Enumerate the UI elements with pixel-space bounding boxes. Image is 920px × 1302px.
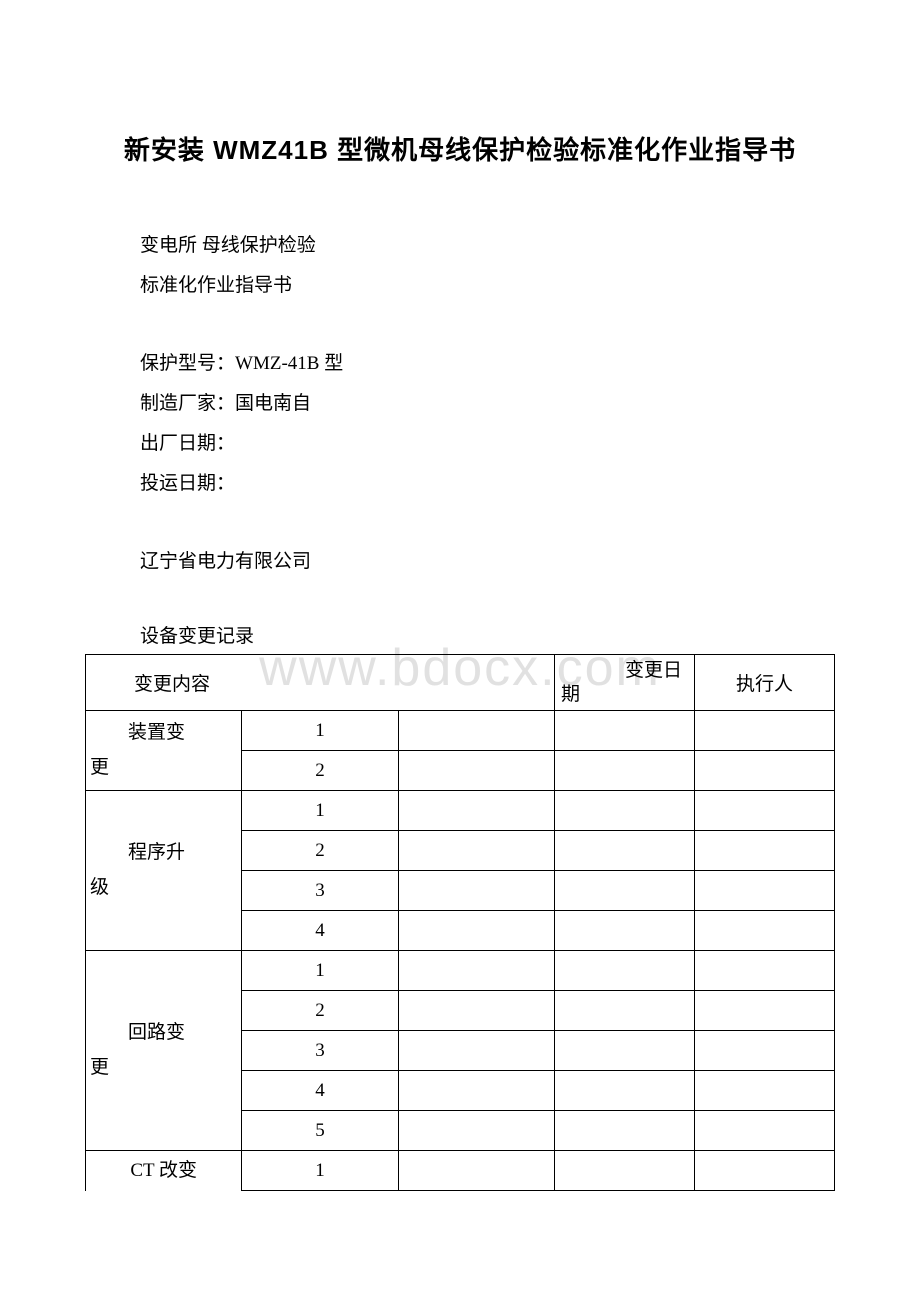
cell-date <box>555 831 695 871</box>
info-company: 辽宁省电力有限公司 <box>140 543 835 581</box>
cat-program: 程序升 级 <box>86 791 242 951</box>
page-title: 新安装 WMZ41B 型微机母线保护检验标准化作业指导书 <box>85 130 835 167</box>
cat-device-l1: 装置变 <box>90 716 237 750</box>
model-value: WMZ-41B 型 <box>235 353 343 374</box>
info-factory-date: 出厂日期： <box>140 425 835 463</box>
cell-exec <box>695 1031 835 1071</box>
cell-date <box>555 1151 695 1191</box>
table-header-row: 变更内容 变更日 期 执行人 <box>86 655 835 711</box>
cell-exec <box>695 1111 835 1151</box>
cell-date <box>555 1031 695 1071</box>
cat-circuit-l2: 更 <box>90 1051 237 1085</box>
mfr-label: 制造厂家： <box>140 393 235 414</box>
cat-ct: CT 改变 <box>86 1151 242 1191</box>
header-date-line1: 变更日 <box>559 659 690 683</box>
cell-num: 2 <box>242 991 398 1031</box>
cell-exec <box>695 831 835 871</box>
cell-exec <box>695 871 835 911</box>
cell-date <box>555 1111 695 1151</box>
run-date-label: 投运日期： <box>140 473 235 494</box>
cell-num: 1 <box>242 791 398 831</box>
cell-exec <box>695 911 835 951</box>
mfr-value: 国电南自 <box>235 393 311 414</box>
cell-num: 4 <box>242 911 398 951</box>
cell-exec <box>695 1151 835 1191</box>
info-block-3: 辽宁省电力有限公司 <box>140 543 835 581</box>
cell-blank <box>398 1151 554 1191</box>
header-date-line2: 期 <box>559 683 690 707</box>
table-row: CT 改变 1 <box>86 1151 835 1191</box>
cell-num: 3 <box>242 1031 398 1071</box>
cat-device-l2: 更 <box>90 751 237 785</box>
header-change-content: 变更内容 <box>86 655 555 711</box>
cell-blank <box>398 991 554 1031</box>
cell-exec <box>695 711 835 751</box>
cell-date <box>555 711 695 751</box>
table-row: 程序升 级 1 <box>86 791 835 831</box>
cell-blank <box>398 951 554 991</box>
info-block-2: 保护型号：WMZ-41B 型 制造厂家：国电南自 出厂日期： 投运日期： <box>140 345 835 503</box>
header-change-date: 变更日 期 <box>555 655 695 711</box>
cell-num: 2 <box>242 831 398 871</box>
cell-date <box>555 911 695 951</box>
info-manufacturer: 制造厂家：国电南自 <box>140 385 835 423</box>
cell-num: 1 <box>242 1151 398 1191</box>
cat-program-l2: 级 <box>90 871 237 905</box>
cell-blank <box>398 871 554 911</box>
info-model: 保护型号：WMZ-41B 型 <box>140 345 835 383</box>
cell-blank <box>398 711 554 751</box>
cell-date <box>555 751 695 791</box>
cell-num: 1 <box>242 711 398 751</box>
table-row: 装置变 更 1 <box>86 711 835 751</box>
cell-num: 2 <box>242 751 398 791</box>
cell-exec <box>695 991 835 1031</box>
cell-date <box>555 991 695 1031</box>
change-record-table: 变更内容 变更日 期 执行人 装置变 更 1 2 程序升 级 1 2 <box>85 654 835 1191</box>
cat-device: 装置变 更 <box>86 711 242 791</box>
cell-blank <box>398 791 554 831</box>
cell-blank <box>398 1071 554 1111</box>
cell-blank <box>398 751 554 791</box>
info-block-1: 变电所 母线保护检验 标准化作业指导书 <box>140 227 835 305</box>
cell-num: 4 <box>242 1071 398 1111</box>
cell-num: 1 <box>242 951 398 991</box>
model-label: 保护型号： <box>140 353 235 374</box>
cat-program-l1: 程序升 <box>90 836 237 870</box>
table-row: 回路变 更 1 <box>86 951 835 991</box>
section-label: 设备变更记录 <box>140 621 835 648</box>
cell-date <box>555 951 695 991</box>
info-line-substation: 变电所 母线保护检验 <box>140 227 835 265</box>
info-run-date: 投运日期： <box>140 465 835 503</box>
cell-date <box>555 791 695 831</box>
cell-blank <box>398 1031 554 1071</box>
info-line-standard: 标准化作业指导书 <box>140 267 835 305</box>
cat-circuit: 回路变 更 <box>86 951 242 1151</box>
factory-date-label: 出厂日期： <box>140 433 235 454</box>
cell-exec <box>695 791 835 831</box>
cell-num: 5 <box>242 1111 398 1151</box>
cell-date <box>555 871 695 911</box>
cell-blank <box>398 1111 554 1151</box>
cell-num: 3 <box>242 871 398 911</box>
header-executor: 执行人 <box>695 655 835 711</box>
cat-circuit-l1: 回路变 <box>90 1016 237 1050</box>
cell-date <box>555 1071 695 1111</box>
cell-blank <box>398 911 554 951</box>
cell-blank <box>398 831 554 871</box>
cell-exec <box>695 1071 835 1111</box>
cell-exec <box>695 951 835 991</box>
cell-exec <box>695 751 835 791</box>
